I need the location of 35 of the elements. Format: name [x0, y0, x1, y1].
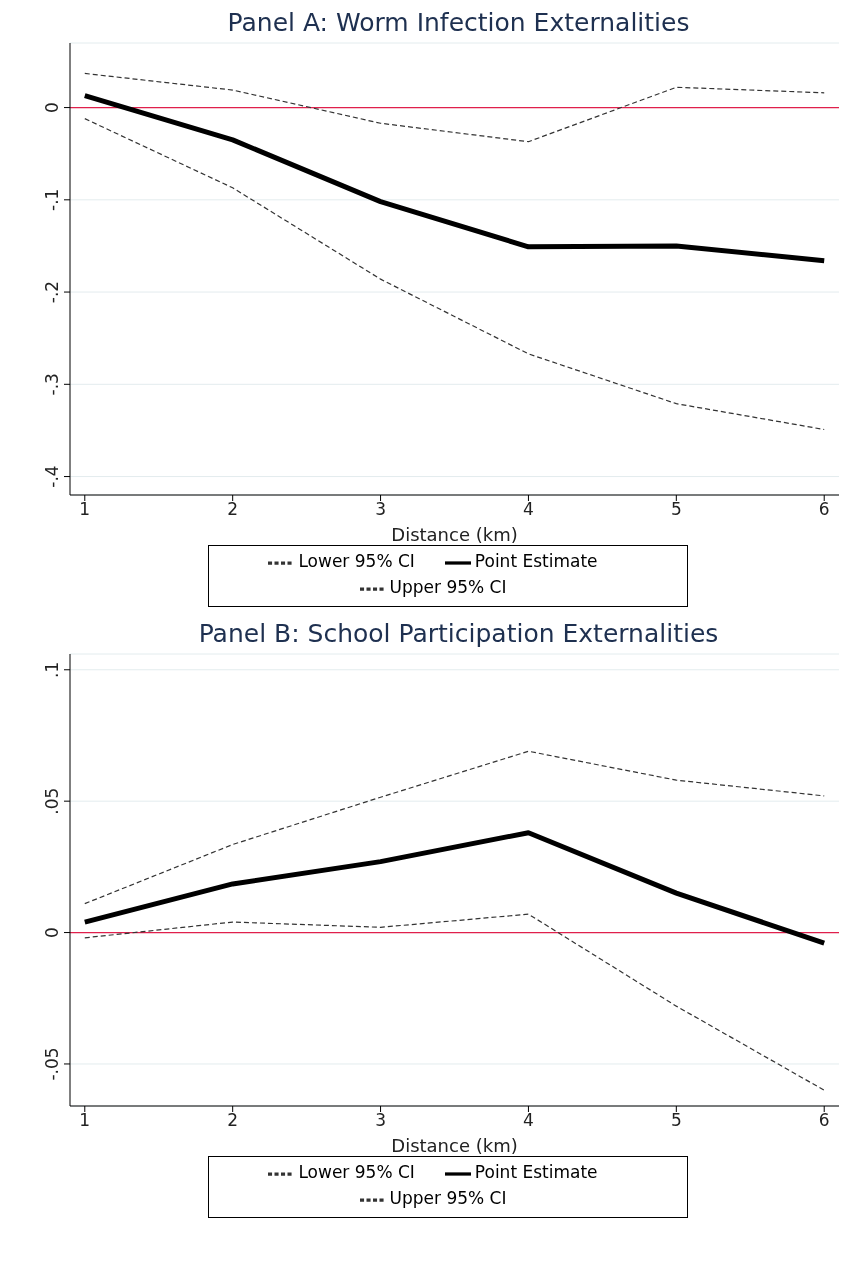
- y-tick-label: -.2: [42, 280, 62, 304]
- legend-label: Point Estimate: [474, 1161, 598, 1182]
- chart-title: Panel B: School Participation Externalities: [197, 619, 720, 648]
- y-tick-label: -.4: [42, 465, 62, 488]
- y-tick-label: .05: [42, 787, 62, 815]
- legend-label: Lower 95% CI: [298, 1161, 415, 1182]
- x-tick-label: 2: [227, 1110, 239, 1131]
- legend-label: Point Estimate: [474, 550, 598, 571]
- x-tick-label: 1: [79, 499, 91, 520]
- x-axis-title: Distance (km): [391, 1135, 518, 1156]
- x-tick-label: 3: [375, 499, 386, 520]
- x-tick-label: 4: [523, 1110, 534, 1131]
- y-tick-label: 0: [42, 927, 62, 938]
- legend-label: Upper 95% CI: [389, 1187, 507, 1208]
- y-tick-label: -.05: [42, 1047, 62, 1081]
- x-tick-label: 6: [818, 1110, 830, 1131]
- y-tick-label: .1: [42, 661, 62, 678]
- x-tick-label: 2: [227, 499, 239, 520]
- legend-label: Lower 95% CI: [298, 550, 415, 571]
- x-axis-title: Distance (km): [391, 524, 518, 545]
- x-tick-label: 4: [523, 499, 534, 520]
- x-tick-label: 6: [818, 499, 830, 520]
- x-tick-label: 5: [670, 499, 682, 520]
- y-tick-label: -.3: [42, 373, 62, 396]
- line-series: [84, 118, 825, 431]
- legend-label: Upper 95% CI: [389, 576, 507, 597]
- line-series: [84, 913, 825, 1091]
- y-tick-label: 0: [42, 102, 62, 113]
- line-series: [84, 72, 825, 143]
- x-tick-label: 3: [375, 1110, 386, 1131]
- line-series: [84, 750, 825, 905]
- x-tick-label: 1: [79, 1110, 91, 1131]
- x-tick-label: 5: [670, 1110, 682, 1131]
- y-tick-label: -.1: [42, 188, 62, 211]
- chart-title: Panel A: Worm Infection Externalities: [226, 8, 691, 37]
